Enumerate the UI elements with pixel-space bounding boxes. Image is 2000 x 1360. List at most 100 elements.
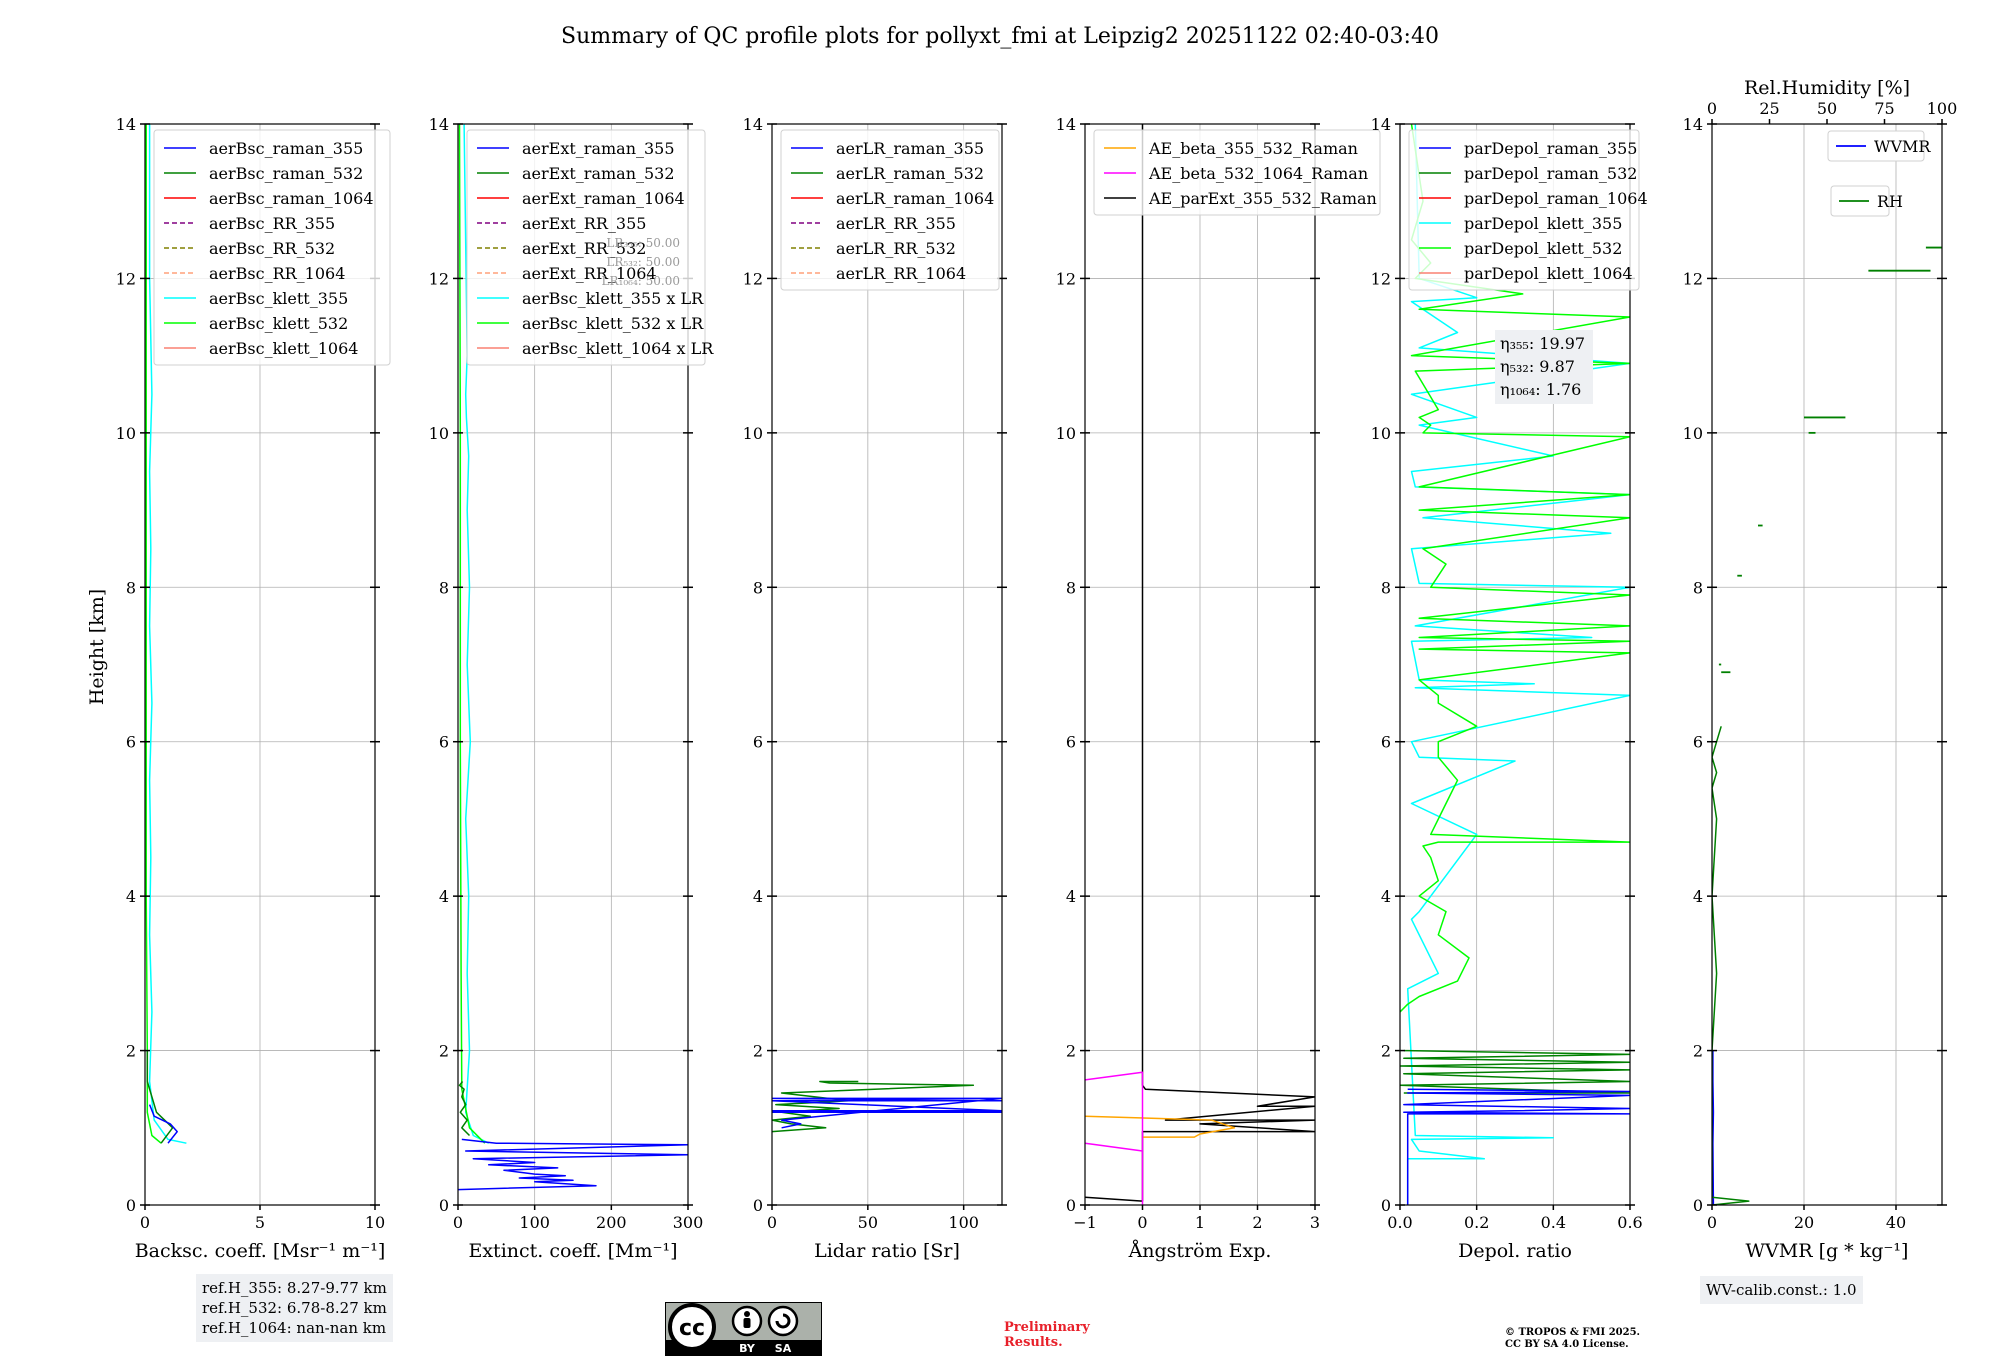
y-tick-label: 12 [116, 269, 136, 288]
y-tick-label: 6 [1693, 733, 1703, 752]
y-tick-label: 4 [126, 887, 136, 906]
x-tick-label: 0.0 [1387, 1213, 1412, 1232]
series-pardepol-raman-355 [1403, 1088, 1630, 1205]
y-tick-label: 6 [753, 733, 763, 752]
legend-label: aerBsc_raman_532 [209, 164, 363, 183]
series-group [772, 1080, 1002, 1133]
y-tick-label: 0 [753, 1196, 763, 1215]
series-group [1085, 124, 1315, 1205]
legend-label: aerBsc_RR_1064 [209, 264, 345, 283]
series-aerbsc-klett-532 [145, 124, 162, 1144]
y-tick-label: 10 [743, 424, 763, 443]
y-tick-label: 10 [429, 424, 449, 443]
x-tick-label: 2 [1252, 1213, 1262, 1232]
y-tick-label: 4 [1381, 887, 1391, 906]
series-aerbsc-klett-355-x-lr [463, 124, 490, 1144]
y-tick-label: 0 [1066, 1196, 1076, 1215]
x-tick-label: 0 [1707, 1213, 1717, 1232]
y-axis-label: Height [km] [86, 589, 108, 705]
legend-label: parDepol_raman_532 [1464, 164, 1637, 183]
series-ae-beta-355-532-raman [1085, 1115, 1236, 1138]
legend-label: aerBsc_klett_355 [209, 289, 348, 308]
x-axis-label: Ångström Exp. [1128, 1240, 1272, 1262]
cc-sa-label: SA [775, 1342, 792, 1355]
series-aerbsc-raman-532 [146, 1050, 174, 1144]
x2-tick-label: 50 [1817, 99, 1837, 118]
y-tick-label: 12 [1371, 269, 1391, 288]
axes-frame [457, 123, 689, 1206]
eta-label: η₃₅₅: 19.97 [1500, 334, 1585, 353]
y-tick-label: 8 [1381, 578, 1391, 597]
legend-label: aerBsc_klett_1064 x LR [522, 339, 714, 358]
series-pardepol-raman-532 [1400, 1049, 1630, 1094]
panel-bsc: 0 2 4 6 8 10 12 14 0 5 10 Backsc. coeff. [Msr⁻¹ m⁻¹… [116, 115, 391, 1262]
by-person-body [743, 1318, 751, 1328]
legend-label: aerLR_RR_355 [836, 214, 956, 233]
legend-label: aerLR_raman_532 [836, 164, 984, 183]
eta-box [1495, 330, 1593, 404]
x-tick-label: 0 [453, 1213, 463, 1232]
legend-label: parDepol_raman_355 [1464, 139, 1637, 158]
legend-box [780, 129, 1000, 291]
y-tick-label: 4 [753, 887, 763, 906]
x-tick-label: 200 [596, 1213, 627, 1232]
legend-label: parDepol_klett_355 [1464, 214, 1622, 233]
x-tick-label: 40 [1886, 1213, 1906, 1232]
panel-lr: 0 2 4 6 8 10 12 14 0 50 100 Lidar ratio [Sr] aerLR_r… [743, 115, 1007, 1262]
legend-box [153, 129, 391, 366]
x-tick-label: 0 [1137, 1213, 1147, 1232]
x-tick-label: 0.2 [1464, 1213, 1489, 1232]
cc-badge-graphic: cc BY SA [665, 1302, 822, 1356]
cc-by-label: BY [739, 1342, 756, 1355]
y-tick-label: 0 [1693, 1196, 1703, 1215]
series-group [145, 124, 187, 1144]
legend-label: aerBsc_klett_532 [209, 314, 348, 333]
legend-label: aerLR_RR_532 [836, 239, 956, 258]
axes-frame [1711, 123, 1943, 1206]
y-tick-label: 4 [1066, 887, 1076, 906]
axes-frame [771, 123, 1003, 1206]
x-axis-label: Lidar ratio [Sr] [814, 1240, 960, 1262]
x-tick-label: 5 [255, 1213, 265, 1232]
legend-label: parDepol_klett_1064 [1464, 264, 1633, 283]
x-tick-label: 0.6 [1617, 1213, 1642, 1232]
legend-label: AE_parExt_355_532_Raman [1148, 189, 1377, 208]
eta-label: η₁₀₆₄: 1.76 [1500, 380, 1581, 399]
series-aerext-raman-532 [458, 1081, 471, 1137]
by-person-head [744, 1311, 750, 1317]
x-tick-label: 3 [1310, 1213, 1320, 1232]
y-tick-label: 6 [1066, 733, 1076, 752]
y-tick-label: 2 [1381, 1042, 1391, 1061]
y-tick-label: 8 [439, 578, 449, 597]
y-tick-label: 8 [1066, 578, 1076, 597]
y-tick-label: 2 [1693, 1042, 1703, 1061]
copyright-note: © TROPOS & FMI 2025. CC BY SA 4.0 Licens… [1505, 1327, 1640, 1351]
legend-label: aerExt_RR_1064 [522, 264, 657, 283]
cc-license-badge[interactable]: cc BY SA [665, 1302, 822, 1356]
legend-label: parDepol_raman_1064 [1464, 189, 1648, 208]
lr-label: LR₁₀₆₄: 50.00 [602, 274, 680, 288]
y-tick-label: 2 [753, 1042, 763, 1061]
y-tick-label: 14 [116, 115, 136, 134]
x-tick-label: 300 [673, 1213, 704, 1232]
legend-box [1093, 129, 1381, 216]
legend-label: aerLR_raman_355 [836, 139, 984, 158]
y-tick-label: 8 [126, 578, 136, 597]
legend-label: aerBsc_RR_532 [209, 239, 335, 258]
ref-height-box: ref.H_355: 8.27-9.77 km ref.H_532: 6.78-… [196, 1274, 393, 1342]
x-tick-label: 100 [948, 1213, 979, 1232]
x-tick-label: 1 [1195, 1213, 1205, 1232]
x-tick-label: 20 [1794, 1213, 1814, 1232]
legend-label: aerExt_raman_1064 [522, 189, 685, 208]
axes-frame [1399, 123, 1631, 1206]
sa-share-arrow [775, 1313, 791, 1329]
panel-ext: 0 2 4 6 8 10 12 14 0 100 200 300 Extinct. coeff. [Mm… [429, 115, 715, 1262]
cc-logo-icon [668, 1303, 716, 1351]
y-tick-label: 2 [1066, 1042, 1076, 1061]
y-tick-label: 10 [1371, 424, 1391, 443]
x2-tick-label: 0 [1707, 99, 1717, 118]
y-tick-label: 12 [429, 269, 449, 288]
x-tick-label: 0.4 [1541, 1213, 1566, 1232]
y-tick-label: 6 [126, 733, 136, 752]
